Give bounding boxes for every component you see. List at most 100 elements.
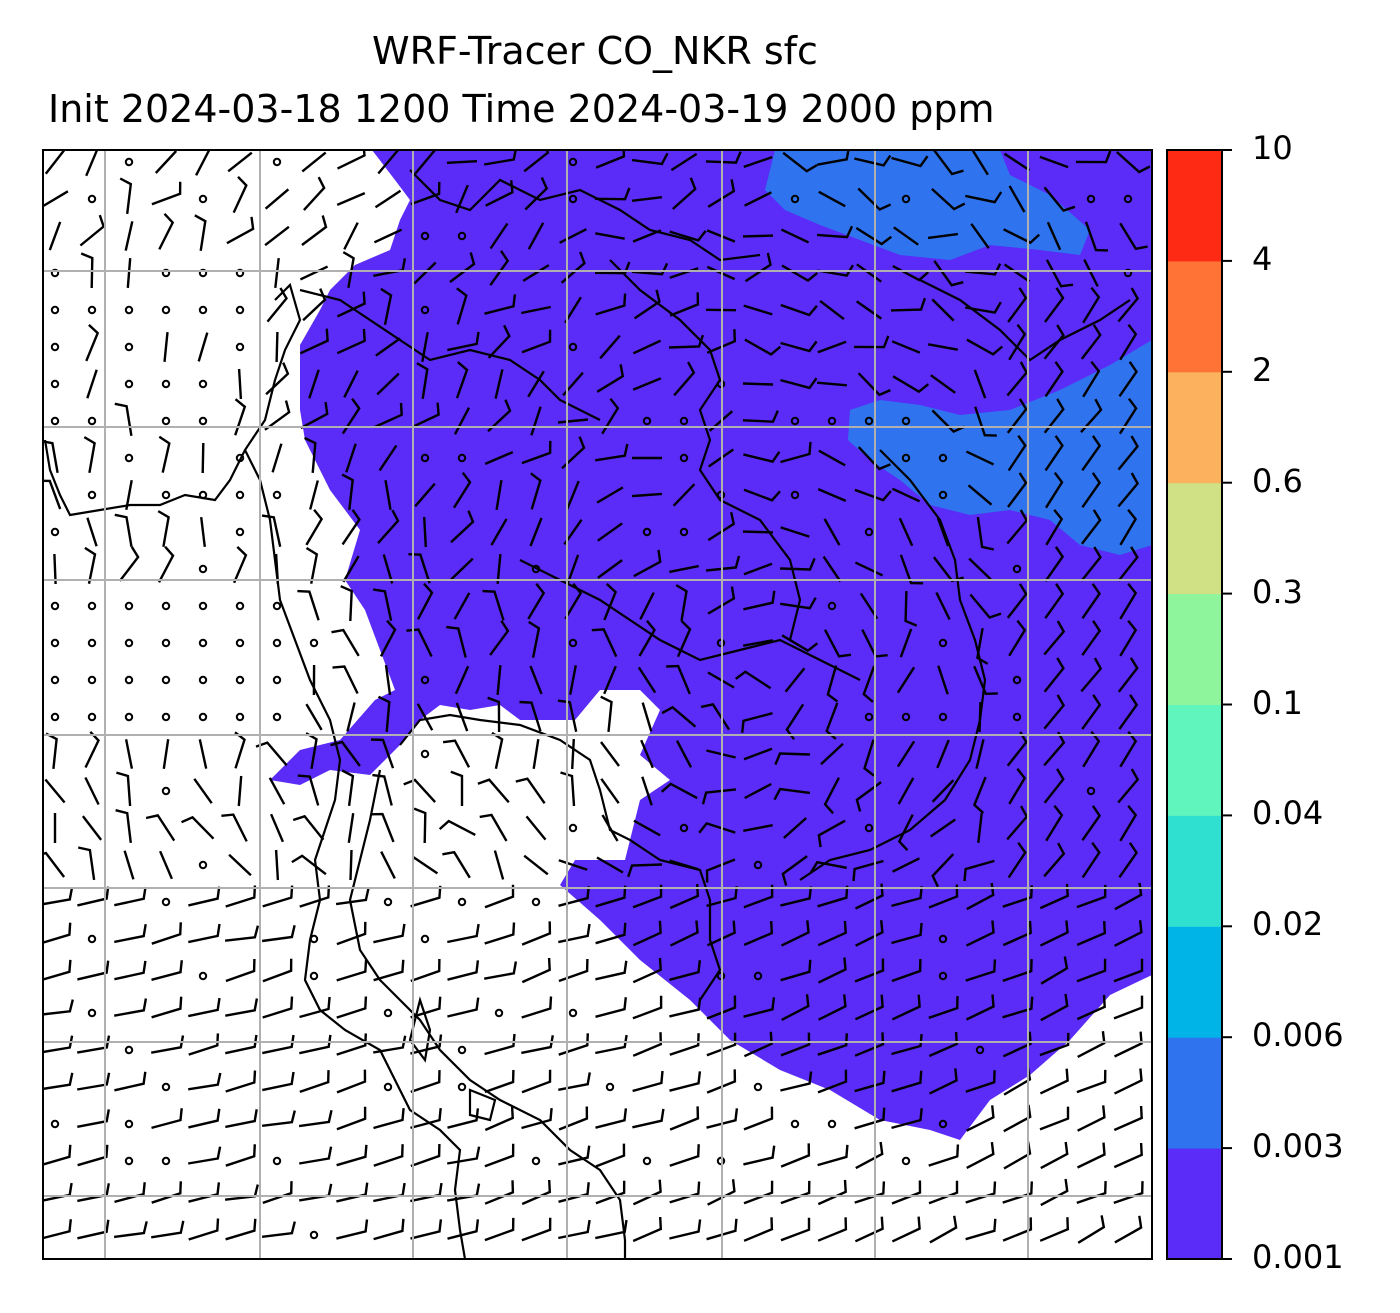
wind-barb bbox=[114, 886, 147, 907]
wind-barb bbox=[151, 996, 183, 1019]
wind-barb bbox=[43, 190, 69, 208]
colorbar-segment bbox=[1167, 260, 1222, 373]
wind-barb bbox=[372, 773, 393, 806]
calm-wind-marker bbox=[1012, 675, 1022, 685]
wind-barb bbox=[225, 1070, 257, 1093]
wind-barb bbox=[676, 620, 692, 658]
wind-barb bbox=[595, 293, 627, 316]
calm-wind-marker bbox=[383, 897, 393, 907]
wind-barb bbox=[558, 923, 591, 944]
wind-barb bbox=[336, 150, 366, 170]
wind-barb bbox=[521, 1179, 552, 1206]
wind-barb bbox=[856, 263, 882, 283]
wind-barb bbox=[891, 1180, 922, 1205]
wind-barb bbox=[485, 180, 514, 207]
wind-barb bbox=[817, 1217, 848, 1242]
calm-wind-marker bbox=[87, 601, 97, 611]
wind-barb bbox=[521, 921, 552, 946]
wind-barb bbox=[823, 518, 841, 546]
wind-barb bbox=[44, 778, 66, 804]
calm-wind-marker bbox=[457, 1045, 467, 1055]
wind-barb bbox=[1113, 1181, 1144, 1205]
wind-barb bbox=[826, 665, 839, 703]
wind-barb bbox=[825, 702, 839, 740]
wind-barb bbox=[853, 335, 890, 349]
wind-barb bbox=[891, 487, 921, 503]
wind-barb bbox=[530, 472, 542, 510]
wind-barb bbox=[494, 369, 504, 399]
wind-barb bbox=[370, 738, 395, 769]
wind-barb bbox=[892, 375, 930, 394]
wind-barb bbox=[1114, 920, 1143, 947]
wind-barb bbox=[195, 150, 211, 176]
wind-barb bbox=[707, 179, 736, 208]
wind-barb bbox=[780, 340, 818, 353]
colorbar-segment bbox=[1167, 1148, 1222, 1260]
wind-barb bbox=[780, 228, 810, 244]
wind-barb bbox=[743, 155, 773, 169]
calm-wind-marker bbox=[568, 638, 578, 648]
calm-wind-marker bbox=[753, 1082, 763, 1092]
wind-barb bbox=[1008, 767, 1027, 805]
calm-wind-marker bbox=[309, 638, 319, 648]
wind-barb bbox=[638, 619, 656, 657]
wind-barb bbox=[77, 1072, 111, 1091]
colorbar-segment bbox=[1167, 1037, 1222, 1149]
wind-barb bbox=[416, 582, 434, 620]
calm-wind-marker bbox=[124, 601, 134, 611]
calm-wind-marker bbox=[87, 490, 97, 500]
wind-barb bbox=[524, 177, 549, 211]
colorbar-segment bbox=[1167, 815, 1222, 927]
calm-wind-marker bbox=[1123, 268, 1133, 278]
wind-barb bbox=[561, 436, 586, 470]
calm-wind-marker bbox=[235, 342, 245, 352]
calm-wind-marker bbox=[1012, 712, 1022, 722]
calm-wind-marker bbox=[383, 1082, 393, 1092]
wind-barb bbox=[782, 151, 818, 173]
wind-barb bbox=[774, 752, 811, 766]
chart-title-line-2: Init 2024-03-18 1200 Time 2024-03-19 200… bbox=[48, 87, 995, 131]
wind-barb bbox=[271, 443, 283, 473]
wind-barb bbox=[370, 812, 395, 843]
wind-barb bbox=[977, 812, 983, 844]
wind-barb bbox=[929, 1215, 958, 1244]
wind-barb bbox=[1081, 435, 1102, 471]
wind-barb bbox=[237, 775, 243, 807]
wind-barb bbox=[1008, 619, 1027, 657]
wind-barb bbox=[1081, 694, 1102, 730]
wind-barb bbox=[706, 329, 737, 354]
wind-barb bbox=[1045, 259, 1074, 288]
calm-wind-marker bbox=[975, 1045, 985, 1055]
wind-barb bbox=[973, 369, 987, 399]
calm-wind-marker bbox=[420, 231, 430, 241]
wind-barb bbox=[742, 410, 779, 423]
wind-barb bbox=[706, 1218, 738, 1241]
wind-barb bbox=[591, 628, 618, 658]
wind-barb bbox=[744, 782, 772, 800]
wind-barb bbox=[1039, 920, 1069, 947]
wind-barb bbox=[496, 553, 502, 585]
coastline-gulf bbox=[399, 713, 722, 1001]
wind-barb bbox=[965, 920, 995, 947]
calm-wind-marker bbox=[938, 1119, 948, 1129]
wind-barb bbox=[852, 859, 884, 882]
wind-barb bbox=[382, 554, 394, 584]
wind-barb bbox=[345, 443, 357, 473]
wind-barb bbox=[780, 920, 810, 947]
wind-barb bbox=[706, 1032, 737, 1057]
wind-barb bbox=[342, 555, 360, 583]
wind-barb bbox=[595, 1143, 626, 1168]
colorbar-tick-label: 0.001 bbox=[1252, 1238, 1344, 1276]
calm-wind-marker bbox=[679, 527, 689, 537]
wind-barb bbox=[1084, 221, 1109, 252]
wind-barb bbox=[490, 518, 508, 546]
wind-barb bbox=[332, 665, 359, 695]
wind-barb bbox=[483, 961, 518, 980]
wind-barb bbox=[188, 1108, 221, 1129]
wind-barb bbox=[743, 997, 776, 1018]
wind-barb bbox=[43, 959, 72, 981]
calm-wind-marker bbox=[161, 675, 171, 685]
wind-barb bbox=[442, 850, 471, 879]
wind-barb bbox=[558, 1033, 589, 1056]
wind-barb bbox=[232, 546, 248, 584]
